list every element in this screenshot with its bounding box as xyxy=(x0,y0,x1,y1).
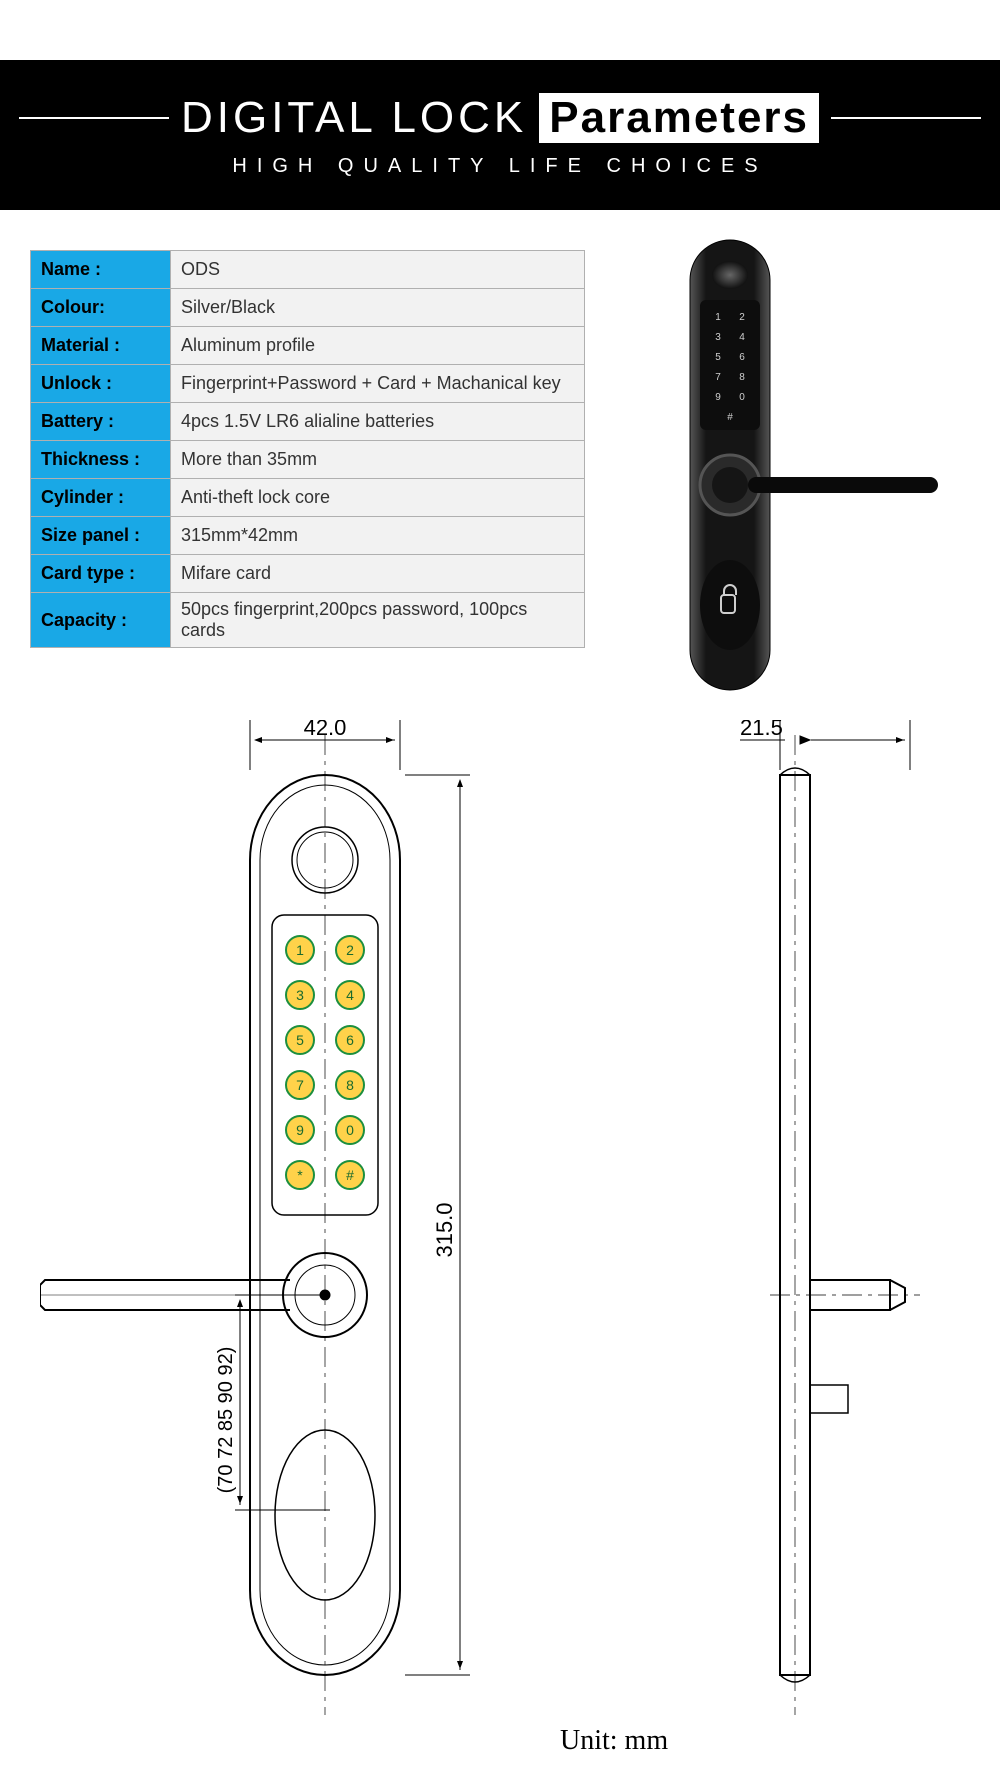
header-title-primary: DIGITAL LOCK xyxy=(181,93,527,143)
spec-value: Silver/Black xyxy=(171,289,585,327)
svg-text:0: 0 xyxy=(739,392,745,403)
header-subtitle: HIGH QUALITY LIFE CHOICES xyxy=(232,155,767,178)
unit-label: Unit: mm xyxy=(560,1725,668,1757)
keypad-digit: 9 xyxy=(296,1122,304,1138)
svg-text:2: 2 xyxy=(739,312,745,323)
spec-value: 50pcs fingerprint,200pcs password, 100pc… xyxy=(171,593,585,648)
dim-spindle-options: (70 72 85 90 92) xyxy=(215,1347,237,1494)
table-row: Colour:Silver/Black xyxy=(31,289,585,327)
svg-text:4: 4 xyxy=(739,332,745,343)
spec-value: Aluminum profile xyxy=(171,327,585,365)
keypad-digit: * xyxy=(297,1167,303,1183)
svg-text:9: 9 xyxy=(715,392,721,403)
svg-text:7: 7 xyxy=(715,372,721,383)
product-photo: 1 2 3 4 5 6 7 8 9 0 # xyxy=(620,235,950,695)
spec-value: 315mm*42mm xyxy=(171,517,585,555)
keypad-digit: 1 xyxy=(296,942,304,958)
dim-front-width: 42.0 xyxy=(304,720,347,740)
table-row: Capacity :50pcs fingerprint,200pcs passw… xyxy=(31,593,585,648)
dim-height: 315.0 xyxy=(432,1202,457,1257)
svg-text:8: 8 xyxy=(739,372,745,383)
spec-value: Mifare card xyxy=(171,555,585,593)
spec-label: Name : xyxy=(31,251,171,289)
table-row: Material :Aluminum profile xyxy=(31,327,585,365)
spec-value: More than 35mm xyxy=(171,441,585,479)
spec-label: Colour: xyxy=(31,289,171,327)
spec-value: Anti-theft lock core xyxy=(171,479,585,517)
header-line-right xyxy=(831,117,981,119)
header-title-secondary: Parameters xyxy=(539,93,819,143)
svg-text:3: 3 xyxy=(715,332,721,343)
keypad-digit: 7 xyxy=(296,1077,304,1093)
spec-label: Battery : xyxy=(31,403,171,441)
spec-label: Size panel : xyxy=(31,517,171,555)
keypad-digit: # xyxy=(346,1167,354,1183)
table-row: Thickness :More than 35mm xyxy=(31,441,585,479)
header-title-row: DIGITAL LOCK Parameters xyxy=(19,93,981,143)
keypad-digit: 2 xyxy=(346,942,354,958)
spec-label: Thickness : xyxy=(31,441,171,479)
table-row: Name :ODS xyxy=(31,251,585,289)
spec-label: Capacity : xyxy=(31,593,171,648)
header-band: DIGITAL LOCK Parameters HIGH QUALITY LIF… xyxy=(0,60,1000,210)
dim-side-width: 21.5 xyxy=(740,720,783,740)
keypad-digit: 0 xyxy=(346,1122,354,1138)
spec-label: Cylinder : xyxy=(31,479,171,517)
table-row: Battery :4pcs 1.5V LR6 alialine batterie… xyxy=(31,403,585,441)
spec-value: ODS xyxy=(171,251,585,289)
spec-value: Fingerprint+Password + Card + Machanical… xyxy=(171,365,585,403)
header-line-left xyxy=(19,117,169,119)
technical-drawing: 1 2 3 4 5 6 7 8 9 0 * # 42.0 (70 72 85 90 92) 315.0 xyxy=(40,720,960,1720)
spec-label: Unlock : xyxy=(31,365,171,403)
svg-text:#: # xyxy=(727,412,733,423)
spec-table: Name :ODSColour:Silver/BlackMaterial :Al… xyxy=(30,250,585,648)
keypad-digit: 8 xyxy=(346,1077,354,1093)
svg-text:1: 1 xyxy=(715,312,721,323)
spec-label: Card type : xyxy=(31,555,171,593)
table-row: Cylinder :Anti-theft lock core xyxy=(31,479,585,517)
keypad-digit: 5 xyxy=(296,1032,304,1048)
keypad-digit: 6 xyxy=(346,1032,354,1048)
table-row: Unlock :Fingerprint+Password + Card + Ma… xyxy=(31,365,585,403)
spec-value: 4pcs 1.5V LR6 alialine batteries xyxy=(171,403,585,441)
table-row: Size panel :315mm*42mm xyxy=(31,517,585,555)
keypad-digit: 4 xyxy=(346,987,354,1003)
spec-label: Material : xyxy=(31,327,171,365)
keypad-digit: 3 xyxy=(296,987,304,1003)
table-row: Card type :Mifare card xyxy=(31,555,585,593)
svg-text:5: 5 xyxy=(715,352,721,363)
svg-text:6: 6 xyxy=(739,352,745,363)
